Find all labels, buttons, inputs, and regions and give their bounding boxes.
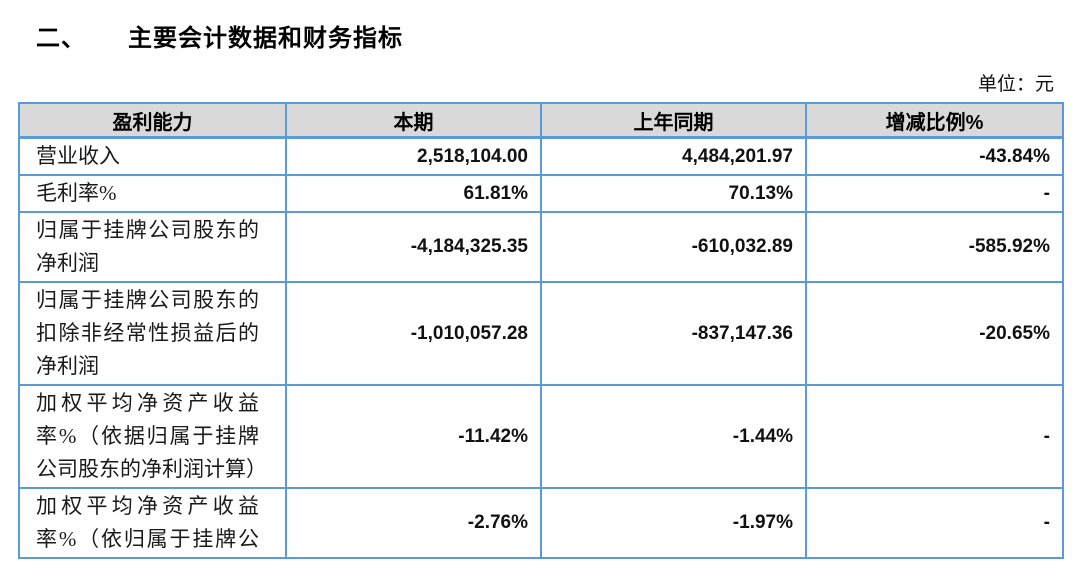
prior-period-value: 70.13% — [540, 174, 807, 213]
prior-period-value: -610,032.89 — [540, 211, 807, 283]
row-label-cell: 毛利率% — [18, 174, 287, 213]
col-header-current-period: 本期 — [285, 102, 542, 139]
current-period-value: 2,518,104.00 — [285, 136, 542, 176]
row-label: 归属于挂牌公司股东的扣除非经常性损益后的净利润 — [36, 288, 259, 378]
prior-period-value: 4,484,201.97 — [540, 136, 807, 176]
table-row: 归属于挂牌公司股东的扣除非经常性损益后的净利润 -1,010,057.28 -8… — [18, 281, 1064, 386]
row-label: 营业收入 — [36, 144, 120, 168]
table-row: 归属于挂牌公司股东的净利润 -4,184,325.35 -610,032.89 … — [18, 211, 1064, 283]
current-period-value: -4,184,325.35 — [285, 211, 542, 283]
change-ratio-value: - — [805, 174, 1064, 213]
change-ratio-value: -20.65% — [805, 281, 1064, 386]
prior-period-value: -1.44% — [540, 384, 807, 489]
table-row: 毛利率% 61.81% 70.13% - — [18, 174, 1064, 213]
table-row: 加权平均净资产收益率%（依归属于挂牌公司 -2.76% -1.97% - — [18, 487, 1064, 559]
change-ratio-value: -43.84% — [805, 136, 1064, 176]
change-ratio-value: - — [805, 487, 1064, 559]
table-header-row: 盈利能力 本期 上年同期 增减比例% — [18, 102, 1064, 139]
col-header-prior-period: 上年同期 — [540, 102, 807, 139]
financial-indicators-table: 盈利能力 本期 上年同期 增减比例% 营业收入 2,518,104.00 4,4… — [18, 102, 1064, 559]
section-number: 二、 — [36, 25, 86, 52]
row-label-cell: 营业收入 — [18, 136, 287, 176]
section-title-text: 主要会计数据和财务指标 — [128, 25, 403, 52]
row-label: 加权平均净资产收益率%（依据归属于挂牌公司股东的净利润计算） — [36, 391, 267, 481]
row-label-cell: 加权平均净资产收益率%（依据归属于挂牌公司股东的净利润计算） — [18, 384, 287, 489]
current-period-value: -2.76% — [285, 487, 542, 559]
row-label-cell: 加权平均净资产收益率%（依归属于挂牌公司 — [18, 487, 287, 559]
table-body: 营业收入 2,518,104.00 4,484,201.97 -43.84% 毛… — [18, 136, 1064, 559]
table-row: 营业收入 2,518,104.00 4,484,201.97 -43.84% — [18, 136, 1064, 176]
row-label: 归属于挂牌公司股东的净利润 — [36, 218, 259, 275]
table-row: 加权平均净资产收益率%（依据归属于挂牌公司股东的净利润计算） -11.42% -… — [18, 384, 1064, 489]
col-header-profitability: 盈利能力 — [18, 102, 287, 139]
current-period-value: -1,010,057.28 — [285, 281, 542, 386]
unit-label: 单位：元 — [977, 74, 1054, 95]
row-label-cell: 归属于挂牌公司股东的净利润 — [18, 211, 287, 283]
prior-period-value: -837,147.36 — [540, 281, 807, 386]
change-ratio-value: -585.92% — [805, 211, 1064, 283]
current-period-value: 61.81% — [285, 174, 542, 213]
row-label-cell: 归属于挂牌公司股东的扣除非经常性损益后的净利润 — [18, 281, 287, 386]
col-header-change-ratio: 增减比例% — [805, 102, 1064, 139]
change-ratio-value: - — [805, 384, 1064, 489]
section-heading: 二、 主要会计数据和财务指标 — [36, 18, 1080, 53]
prior-period-value: -1.97% — [540, 487, 807, 559]
financial-report-page: 二、 主要会计数据和财务指标 单位：元 盈利能力 本期 上年同期 增减比例% 营业… — [0, 18, 1080, 559]
row-label: 毛利率% — [36, 181, 117, 205]
current-period-value: -11.42% — [285, 384, 542, 489]
row-label: 加权平均净资产收益率%（依归属于挂牌公司 — [36, 494, 259, 551]
